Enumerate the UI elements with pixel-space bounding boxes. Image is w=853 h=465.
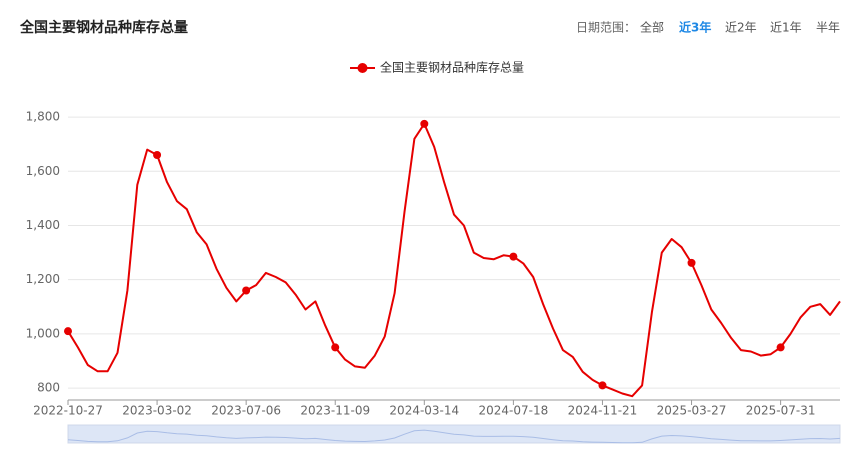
range-option[interactable]: 近3年: [679, 20, 711, 35]
legend-marker: [357, 63, 368, 73]
y-tick-label: 800: [37, 381, 60, 395]
legend-label: 全国主要钢材品种库存总量: [380, 60, 524, 75]
data-point: [598, 381, 607, 390]
range-option[interactable]: 近2年: [725, 21, 757, 35]
data-point: [331, 343, 340, 352]
x-tick-label: 2023-03-02: [122, 404, 192, 418]
x-tick-label: 2023-11-09: [300, 404, 370, 418]
y-tick-label: 1,600: [26, 164, 60, 178]
data-point: [776, 343, 785, 352]
data-point: [687, 258, 696, 267]
x-tick-label: 2025-07-31: [746, 404, 816, 418]
x-tick-label: 2022-10-27: [33, 404, 103, 418]
x-tick-label: 2023-07-06: [211, 404, 281, 418]
range-option[interactable]: 近1年: [770, 21, 802, 35]
y-tick-label: 1,200: [26, 272, 60, 286]
range-option[interactable]: 半年: [816, 21, 840, 35]
chart-title: 全国主要钢材品种库存总量: [19, 19, 188, 36]
toolbar-label: 日期范围：: [576, 21, 636, 35]
x-tick-label: 2024-11-21: [568, 404, 638, 418]
x-tick-label: 2024-03-14: [389, 404, 459, 418]
y-tick-label: 1,000: [26, 326, 60, 340]
range-option[interactable]: 全部: [640, 20, 664, 35]
x-tick-label: 2024-07-18: [479, 404, 549, 418]
data-point: [420, 119, 429, 128]
y-tick-label: 1,400: [26, 218, 60, 232]
toolbar: 日期范围： 全部 近3年 近2年 近1年 半年: [576, 20, 840, 35]
x-tick-label: 2025-03-27: [657, 404, 727, 418]
data-point: [509, 252, 518, 261]
data-point: [153, 151, 162, 160]
y-tick-label: 1,800: [26, 110, 60, 124]
data-point: [64, 327, 72, 336]
series-line: [67, 122, 841, 398]
data-point: [242, 286, 251, 295]
mini-line: [67, 429, 841, 444]
